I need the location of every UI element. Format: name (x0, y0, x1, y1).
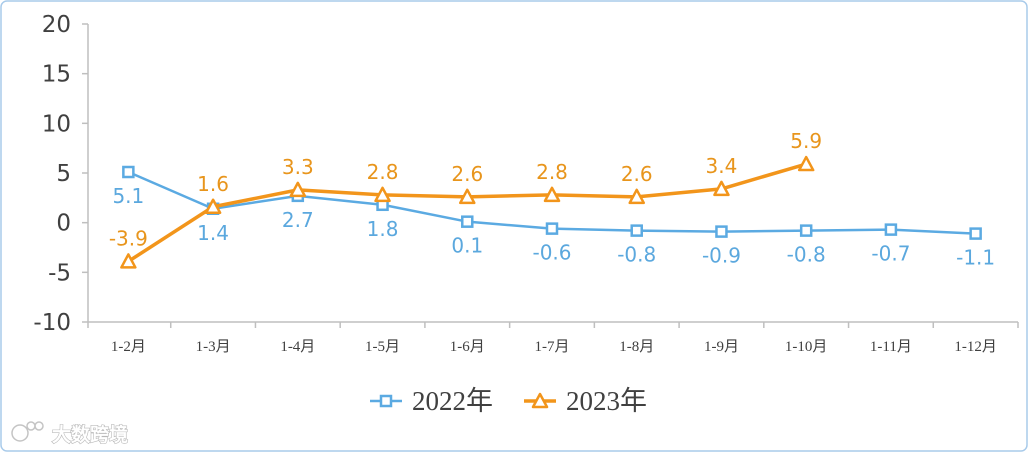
data-label: -3.9 (109, 226, 148, 250)
x-tick-label: 1-4月 (280, 339, 315, 355)
data-label: -0.9 (702, 244, 741, 268)
data-label: 3.3 (282, 155, 314, 179)
legend-triangle-icon (531, 392, 549, 409)
series-layer: 5.1 1.4 2.7 1.8 0.1 -0.6 -0.8 -0.9 -0.8 -0.7 -1.1 -… (109, 129, 995, 270)
data-label: 1.4 (197, 221, 229, 245)
legend-item-1: 2023年 (524, 386, 647, 416)
x-tick-label: 1-8月 (619, 339, 654, 355)
axes: -10 -5 0 5 10 15 20 1-2月 1-3月 1-4月 1-5月 1-6月 1-7月 1-8… (33, 12, 1019, 355)
data-label: 1.6 (197, 172, 229, 196)
data-label: -0.8 (787, 243, 826, 267)
x-tick-label: 1-2月 (111, 339, 146, 355)
data-point-marker (713, 180, 730, 197)
watermark-text: 大数跨境 (52, 423, 128, 446)
legend-label: 2023年 (566, 386, 647, 416)
data-point-marker (797, 155, 815, 172)
legend-item-0: 2022年 (370, 386, 493, 416)
x-tick-label: 1-12月 (954, 339, 997, 355)
y-tick-label: 0 (56, 211, 71, 237)
data-point-marker (122, 165, 135, 179)
y-tick-label: 20 (42, 12, 71, 38)
x-tick-label: 1-6月 (450, 339, 485, 355)
data-point-marker (969, 227, 982, 240)
data-point-marker (628, 188, 645, 205)
data-point-marker (543, 186, 561, 203)
legend-label: 2022年 (412, 386, 493, 416)
data-label: 3.4 (706, 154, 738, 178)
data-label: 2.7 (282, 208, 314, 232)
legend: 2022年 2023年 (370, 386, 647, 416)
watermark-logo-icon (11, 421, 44, 442)
x-tick-label: 1-3月 (196, 339, 231, 355)
data-point-marker (884, 223, 898, 236)
data-label: 2.8 (367, 160, 399, 184)
data-point-marker (120, 253, 137, 269)
data-point-marker (204, 198, 222, 215)
data-point-marker (374, 186, 391, 203)
data-point-marker (545, 222, 559, 235)
data-label: 5.1 (112, 184, 144, 208)
data-label: -0.6 (532, 241, 571, 265)
data-point-marker (459, 188, 476, 205)
data-label: 1.8 (367, 217, 399, 241)
y-tick-label: -5 (48, 260, 71, 286)
data-point-marker (289, 181, 307, 198)
series-1: -3.9 1.6 3.3 2.8 2.6 2.8 2.6 3.4 5.9 (109, 129, 822, 269)
x-tick-label: 1-10月 (785, 339, 828, 355)
data-point-marker (715, 225, 728, 238)
data-point-marker (799, 224, 813, 237)
series-0: 5.1 1.4 2.7 1.8 0.1 -0.6 -0.8 -0.9 -0.8 -0.7 -1.1 (112, 165, 995, 270)
x-tick-label: 1-7月 (535, 339, 570, 355)
watermark: 大数跨境 (11, 421, 129, 447)
y-tick-label: 5 (56, 161, 71, 187)
data-label: 2.6 (451, 162, 483, 186)
data-point-marker (630, 224, 643, 237)
data-label: -0.8 (617, 243, 656, 267)
y-tick-label: 10 (42, 111, 71, 137)
data-label: -1.1 (956, 246, 995, 270)
data-label: 0.1 (451, 234, 483, 258)
x-tick-label: 1-11月 (870, 339, 912, 355)
y-tick-label: 15 (42, 62, 71, 88)
x-tick-label: 1-9月 (704, 339, 739, 355)
y-tick-label: -10 (33, 310, 71, 336)
x-tick-label: 1-5月 (365, 339, 400, 355)
data-label: -0.7 (871, 242, 910, 266)
data-point-marker (461, 215, 474, 228)
legend-square-icon (379, 394, 393, 408)
data-label: 2.6 (621, 162, 653, 186)
data-label: 2.8 (536, 160, 568, 184)
data-label: 5.9 (790, 129, 822, 153)
